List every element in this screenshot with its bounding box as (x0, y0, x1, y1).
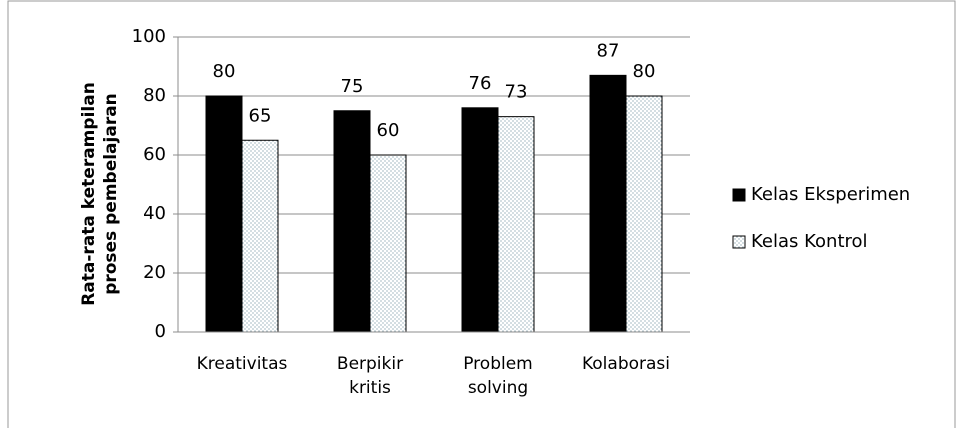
x-tick-label: Berpikir kritis (336, 354, 404, 398)
x-tick-label: Kreativitas (196, 354, 288, 374)
y-tick-label: 20 (143, 262, 166, 283)
bar (241, 139, 279, 333)
y-tick-label: 0 (155, 321, 166, 342)
x-tick-label: Kolaborasi (581, 354, 671, 374)
bar (625, 95, 663, 333)
value-label: 60 (377, 120, 400, 141)
y-tick-label: 40 (143, 203, 166, 224)
bar (589, 74, 627, 333)
legend-label: Kelas Eksperimen (751, 184, 910, 205)
bar (333, 110, 371, 333)
bar (205, 95, 243, 333)
y-tick-label: 100 (132, 26, 166, 47)
value-label: 65 (249, 105, 272, 126)
legend-swatch (732, 188, 746, 202)
y-axis-label: Rata-rata keterampilan proses pembelajar… (79, 82, 121, 306)
bar (497, 116, 535, 333)
bar (369, 154, 407, 333)
legend-swatch (732, 235, 746, 249)
y-tick-label: 80 (143, 85, 166, 106)
value-label: 80 (633, 61, 656, 82)
value-label: 73 (505, 82, 528, 103)
bar (461, 107, 499, 333)
value-label: 87 (597, 40, 620, 61)
x-tick-label: Problem solving (463, 354, 533, 398)
value-label: 75 (341, 76, 364, 97)
legend-label: Kelas Kontrol (751, 231, 868, 252)
value-label: 76 (469, 73, 492, 94)
value-label: 80 (213, 61, 236, 82)
frame (7, 0, 956, 428)
y-tick-label: 60 (143, 144, 166, 165)
